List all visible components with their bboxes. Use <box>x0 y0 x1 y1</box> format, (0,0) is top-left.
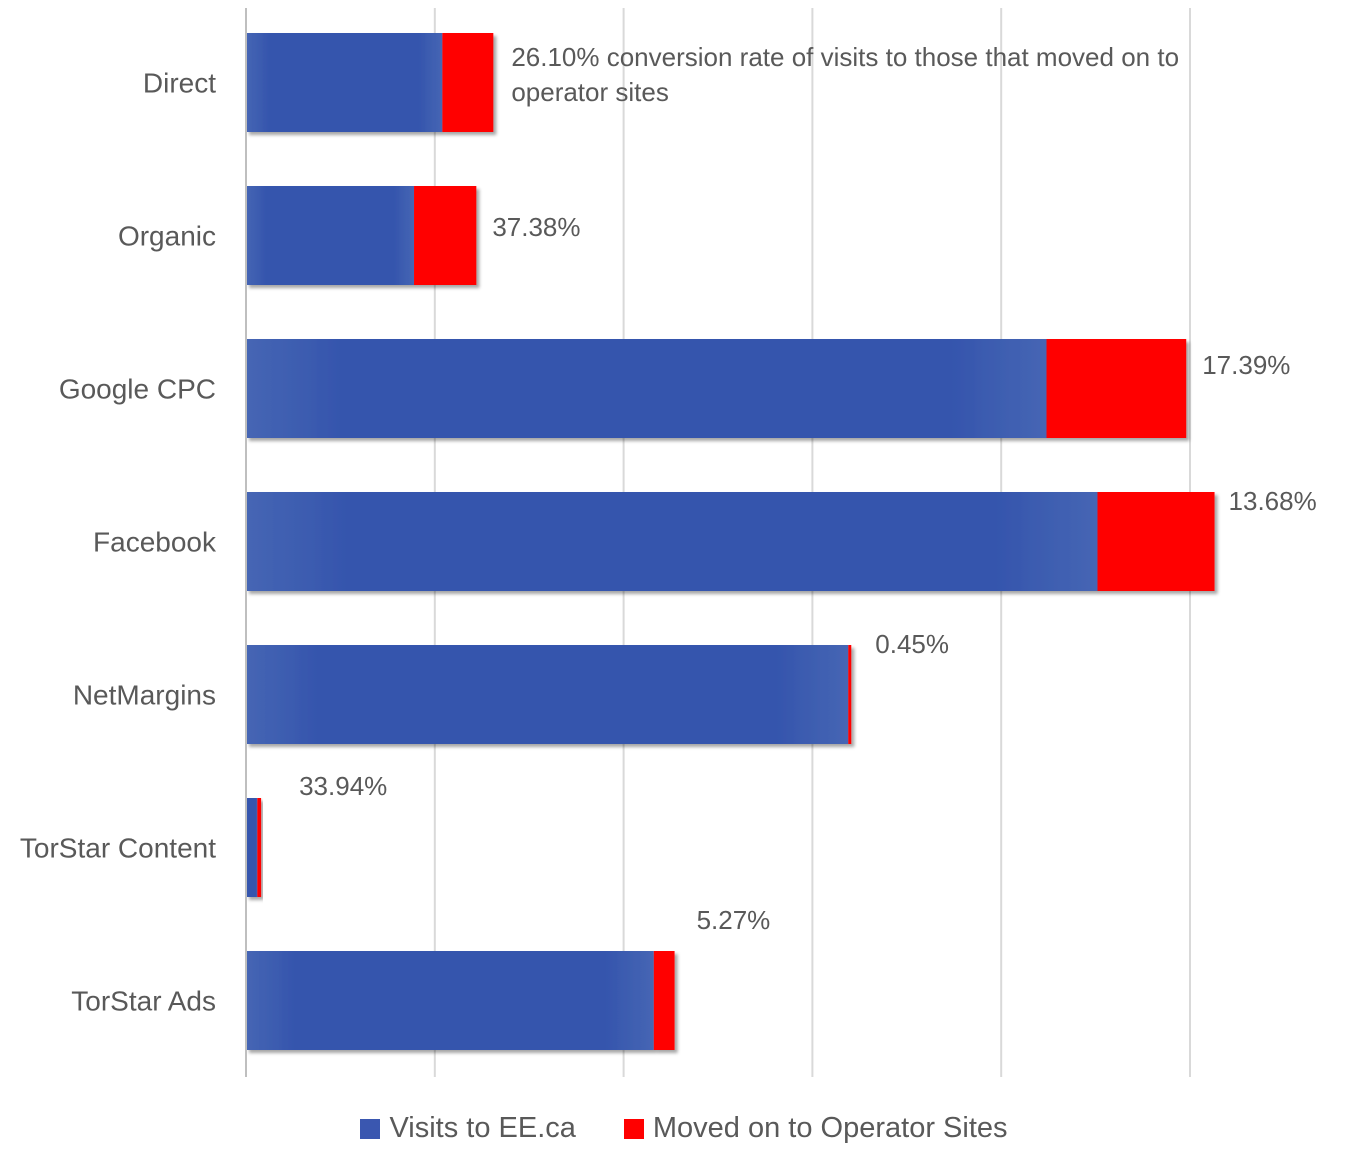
bar-visits <box>246 33 443 132</box>
category-label: TorStar Content <box>20 833 216 864</box>
bar-chart-plot: Direct Organic Google CPC Facebook NetMargin… <box>20 8 1317 1077</box>
bar-group <box>246 186 477 285</box>
category-labels: Direct Organic Google CPC Facebook NetMargin… <box>20 68 217 1017</box>
bar-moved <box>414 186 477 285</box>
bar-moved <box>1097 492 1215 591</box>
category-label: Google CPC <box>59 374 216 405</box>
category-label: Direct <box>143 68 216 99</box>
category-label: Organic <box>118 221 216 252</box>
data-label: 13.68% <box>1229 486 1317 516</box>
data-label: 17.39% <box>1202 350 1290 380</box>
category-label: TorStar Ads <box>71 986 216 1017</box>
bar-moved <box>257 798 262 897</box>
legend-label-moved: Moved on to Operator Sites <box>652 1112 1008 1144</box>
legend-swatch-moved <box>623 1118 644 1139</box>
data-label: 37.38% <box>492 212 580 242</box>
legend-item-visits: Visits to EE.ca <box>360 1112 576 1145</box>
category-label: Facebook <box>93 527 217 558</box>
data-labels: 26.10% conversion rate of visits to thos… <box>299 42 1317 935</box>
bar-moved <box>653 951 675 1050</box>
bar-moved <box>442 33 494 132</box>
bar-group <box>246 645 852 744</box>
bar-visits <box>246 798 258 897</box>
data-label: 26.10% conversion rate of visits to thos… <box>511 42 1179 107</box>
bar-visits <box>246 645 849 744</box>
bar-group <box>246 33 494 132</box>
bar-visits <box>246 492 1098 591</box>
legend-swatch-visits <box>360 1118 381 1139</box>
bar-group <box>246 339 1187 438</box>
bar-group <box>246 798 262 897</box>
bar-group <box>246 492 1215 591</box>
bar-group <box>246 951 675 1050</box>
bar-visits <box>246 186 415 285</box>
data-label: 0.45% <box>875 629 949 659</box>
category-label: NetMargins <box>73 680 216 711</box>
bar-visits <box>246 951 654 1050</box>
data-label: 33.94% <box>299 771 387 801</box>
legend-item-moved: Moved on to Operator Sites <box>623 1112 1008 1145</box>
data-label: 5.27% <box>697 905 771 935</box>
bar-moved <box>1046 339 1187 438</box>
bar-moved <box>848 645 852 744</box>
legend: Visits to EE.ca Moved on to Operator Sit… <box>0 1112 1368 1145</box>
bars <box>246 33 1215 1050</box>
bar-visits <box>246 339 1047 438</box>
legend-label-visits: Visits to EE.ca <box>389 1112 576 1144</box>
